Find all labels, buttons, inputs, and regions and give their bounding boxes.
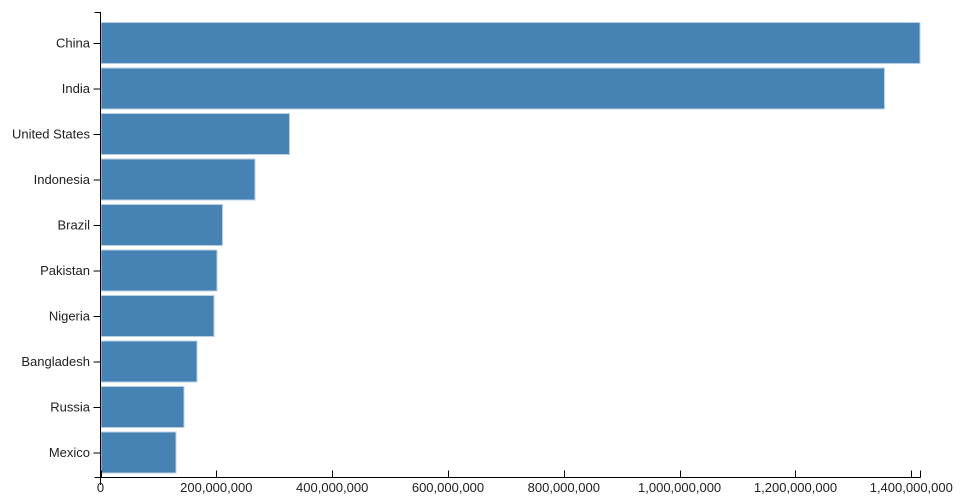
y-tick-label-pakistan: Pakistan xyxy=(40,263,90,278)
y-tick-label-nigeria: Nigeria xyxy=(49,309,91,324)
x-tick-label-600-000-000: 600,000,000 xyxy=(412,480,484,495)
y-tick-label-india: India xyxy=(62,81,91,96)
bar-russia xyxy=(100,386,185,428)
bar-nigeria xyxy=(100,295,215,337)
y-tick-label-indonesia: Indonesia xyxy=(34,172,91,187)
y-tick-label-bangladesh: Bangladesh xyxy=(21,354,90,369)
bar-brazil xyxy=(100,204,224,246)
bar-indonesia xyxy=(100,158,256,201)
y-tick-label-brazil: Brazil xyxy=(57,218,90,233)
bar-china xyxy=(100,22,921,64)
x-tick-label-1-000-000-000: 1,000,000,000 xyxy=(638,480,721,495)
bars-group xyxy=(100,22,921,474)
y-axis: China India United States Indonesia Brazil Pa… xyxy=(12,12,101,485)
x-tick-label-400-000-000: 400,000,000 xyxy=(296,480,368,495)
x-tick-label-1-200-000-000: 1,200,000,000 xyxy=(754,480,837,495)
x-tick-label-0: 0 xyxy=(97,480,104,495)
bar-pakistan xyxy=(100,249,218,292)
y-tick-label-russia: Russia xyxy=(50,400,91,415)
y-tick-label-china: China xyxy=(56,36,91,51)
bar-united-states xyxy=(100,113,291,155)
x-tick-label-800-000-000: 800,000,000 xyxy=(528,480,600,495)
x-axis: 0 200,000,000 400,000,000 600,000,000 800,00… xyxy=(94,470,953,495)
x-tick-label-1-400-000-000: 1,400,000,000 xyxy=(870,480,953,495)
x-tick-label-200-000-000: 200,000,000 xyxy=(180,480,252,495)
y-tick-label-mexico: Mexico xyxy=(49,445,90,460)
bar-india xyxy=(100,67,886,110)
bar-mexico xyxy=(100,431,177,474)
y-tick-label-united-states: United States xyxy=(12,127,91,142)
bar-bangladesh xyxy=(100,340,198,383)
